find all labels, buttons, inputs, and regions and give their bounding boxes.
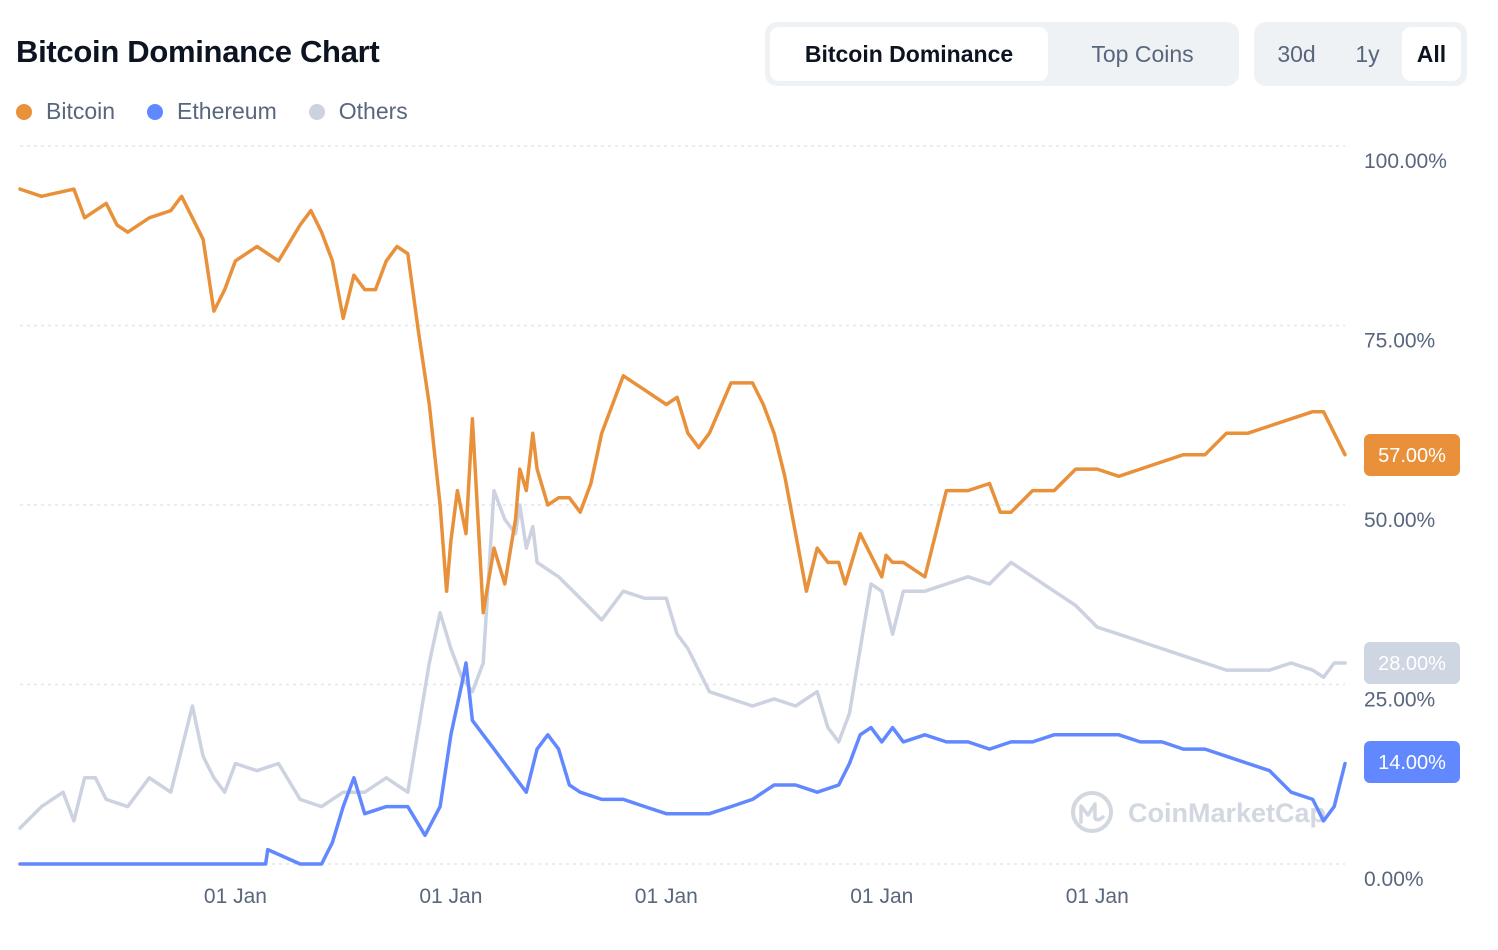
chart-legend: Bitcoin Ethereum Others [16,98,408,125]
others-line [18,488,1347,830]
others-value-badge: 28.00% [1364,642,1460,684]
page-title: Bitcoin Dominance Chart [16,34,380,69]
range-1y[interactable]: 1y [1355,40,1380,67]
y-tick-label: 75.00% [1364,330,1435,353]
badge-bg [1364,741,1460,783]
range-toggle: 30d 1y All [1254,22,1467,86]
others-dot-icon [308,103,325,120]
x-tick-label: 01 Jan [850,885,913,908]
legend-item-ethereum[interactable]: Ethereum [147,98,277,125]
bitcoin-value-badge: 57.00% [1364,434,1460,476]
badge-label: 57.00% [1378,445,1446,467]
y-tick-label: 50.00% [1364,509,1435,532]
legend-label-ethereum: Ethereum [177,98,277,124]
x-tick-label: 01 Jan [204,885,267,908]
ethereum-value-badge: 14.00% [1364,741,1460,783]
tab-top-coins[interactable]: Top Coins [1091,40,1194,67]
coinmarketcap-watermark: CoinMarketCap [1071,791,1326,833]
legend-item-others[interactable]: Others [308,98,408,125]
badge-bg [1364,434,1460,476]
tab-bitcoin-dominance[interactable]: Bitcoin Dominance [770,27,1048,81]
coinmarketcap-logo-icon [1071,791,1113,833]
legend-label-others: Others [338,98,408,124]
ethereum-dot-icon [147,103,164,120]
y-tick-label: 25.00% [1364,689,1435,712]
badge-label: 14.00% [1378,752,1446,774]
watermark-text: CoinMarketCap [1128,798,1326,828]
bitcoin-line [18,187,1347,615]
y-tick-label: 100.00% [1364,150,1447,173]
legend-label-bitcoin: Bitcoin [46,98,116,124]
x-tick-label: 01 Jan [419,885,482,908]
view-toggle: Bitcoin Dominance Top Coins [765,22,1239,86]
x-tick-label: 01 Jan [1066,885,1129,908]
badge-bg [1364,642,1460,684]
bitcoin-dot-icon [16,103,32,120]
x-tick-label: 01 Jan [635,885,698,908]
ethereum-line [18,661,1347,866]
range-all[interactable]: All [1402,27,1461,81]
legend-item-bitcoin[interactable]: Bitcoin [16,98,115,125]
y-tick-label: 0.00% [1364,868,1424,891]
badge-label: 28.00% [1378,653,1446,675]
range-30d[interactable]: 30d [1277,40,1316,67]
